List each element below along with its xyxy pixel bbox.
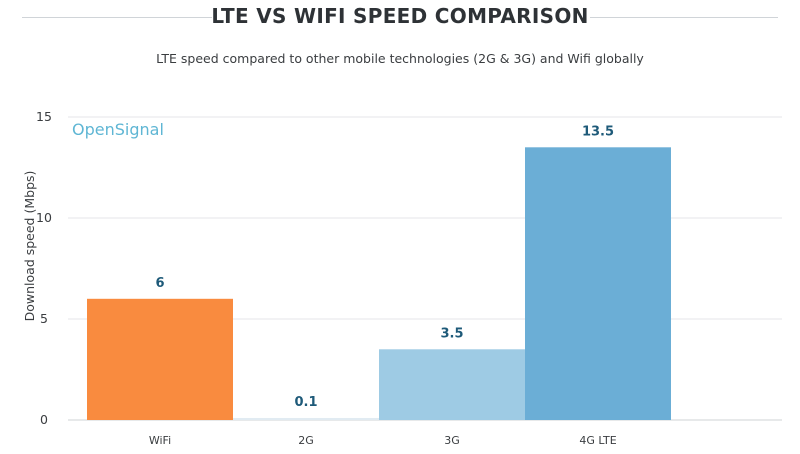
data-label-4g-lte: 13.5 xyxy=(582,124,614,139)
title-rule-right xyxy=(590,17,778,18)
title-row: LTE VS WIFI SPEED COMPARISON xyxy=(0,0,800,36)
y-tick-labels: 0 5 10 15 xyxy=(36,109,52,427)
bar-wifi xyxy=(87,298,233,420)
x-tick-2g: 2G xyxy=(298,434,314,447)
x-tick-4g-lte: 4G LTE xyxy=(579,434,616,447)
x-tick-wifi: WiFi xyxy=(149,434,171,447)
y-tick-5: 5 xyxy=(40,311,48,326)
opensignal-watermark: OpenSignal xyxy=(72,120,164,139)
y-tick-10: 10 xyxy=(36,210,52,225)
bars xyxy=(87,147,671,421)
bar-2g xyxy=(233,417,379,420)
data-label-2g: 0.1 xyxy=(294,395,317,410)
x-tick-3g: 3G xyxy=(444,434,460,447)
y-axis-label: Download speed (Mbps) xyxy=(22,171,37,322)
chart-title: LTE VS WIFI SPEED COMPARISON xyxy=(211,4,589,28)
x-tick-labels: WiFi 2G 3G 4G LTE xyxy=(149,434,617,447)
data-label-3g: 3.5 xyxy=(440,326,463,341)
chart-subtitle: LTE speed compared to other mobile techn… xyxy=(156,51,644,66)
data-label-wifi: 6 xyxy=(155,276,164,291)
data-labels: 6 0.1 3.5 13.5 xyxy=(155,124,614,410)
bar-4g-lte xyxy=(525,147,671,421)
y-tick-15: 15 xyxy=(36,109,52,124)
title-rule-left xyxy=(22,17,212,18)
y-tick-0: 0 xyxy=(40,412,48,427)
bar-3g xyxy=(379,349,525,420)
